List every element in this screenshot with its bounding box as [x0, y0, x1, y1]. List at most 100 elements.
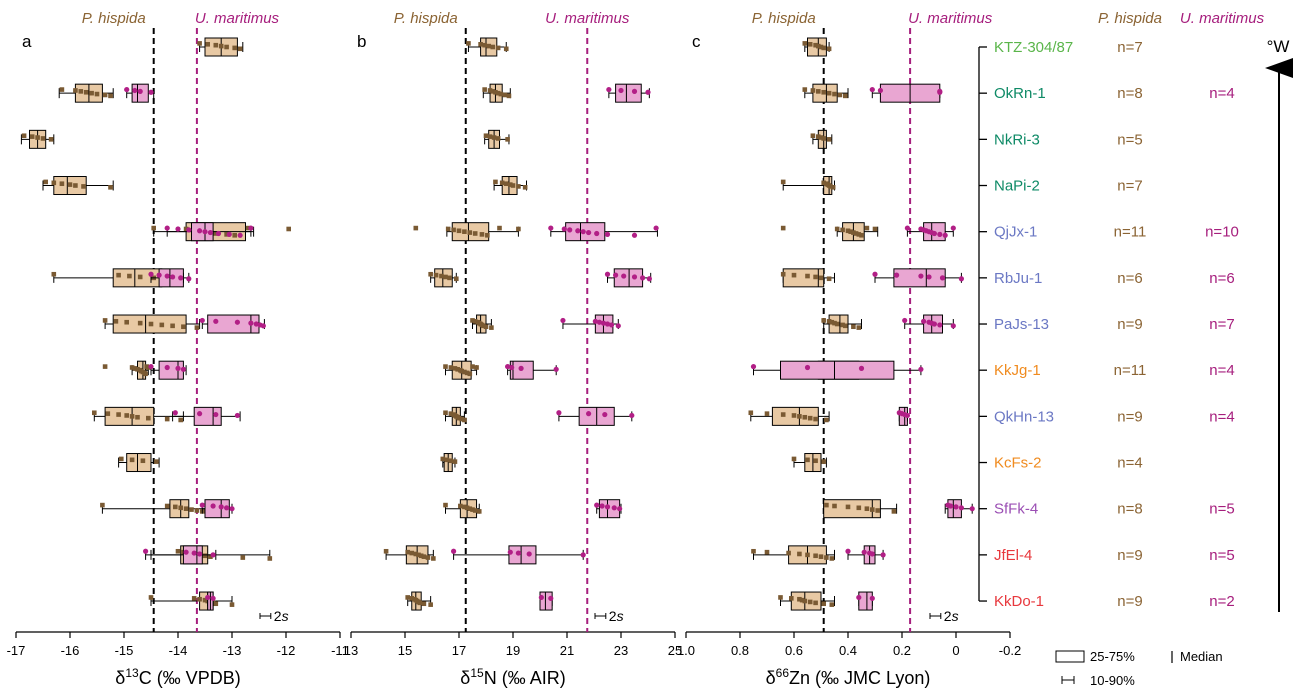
data-point — [213, 601, 219, 607]
n-count-p-hispida: n=9 — [1117, 408, 1142, 425]
site-label: KkJg-1 — [994, 362, 1041, 379]
data-point — [183, 226, 189, 232]
iqr-box — [823, 499, 881, 519]
site-label: KcFs-2 — [994, 455, 1042, 472]
p-hispida-box-KkJg-1 — [443, 360, 479, 380]
data-point — [148, 321, 154, 327]
data-point — [948, 503, 954, 509]
data-point — [417, 600, 423, 606]
data-point — [175, 226, 181, 232]
data-point — [596, 319, 603, 325]
data-point — [631, 274, 638, 280]
x-axis-label: δ13C (‰ VPDB) — [115, 666, 240, 688]
n-count-p-hispida: n=11 — [1114, 224, 1147, 241]
legend-median-label: Median — [1180, 649, 1223, 664]
data-point — [826, 90, 832, 96]
site-label: SfFk-4 — [994, 501, 1038, 518]
data-point — [805, 457, 810, 463]
data-point — [807, 415, 813, 421]
n-count-p-hispida: n=5 — [1117, 131, 1142, 148]
data-point — [503, 181, 509, 187]
p-hispida-box-SfFk-4 — [443, 499, 482, 519]
data-point — [202, 597, 208, 603]
data-point — [631, 232, 638, 238]
site-label: JfEl-4 — [994, 547, 1032, 564]
data-point — [129, 457, 135, 463]
data-point — [197, 228, 203, 234]
data-point — [926, 274, 932, 280]
data-point — [813, 274, 818, 280]
data-point — [78, 89, 84, 94]
data-point — [498, 91, 504, 97]
data-point — [821, 89, 826, 95]
data-point — [164, 503, 170, 509]
u-maritimus-box-PaJs-13 — [560, 314, 621, 334]
data-point — [421, 601, 427, 607]
data-point — [213, 231, 219, 236]
data-point — [804, 364, 811, 371]
data-point — [834, 321, 840, 327]
data-point — [260, 323, 266, 329]
p-hispida-box-PaJs-13 — [470, 314, 494, 334]
data-point — [443, 502, 448, 508]
header-p-hispida: P. hispida — [394, 10, 458, 27]
p-hispida-box-SfFk-4 — [823, 499, 898, 519]
data-point — [834, 226, 840, 232]
data-point — [606, 86, 612, 93]
data-point — [937, 89, 943, 95]
u-maritimus-box-PaJs-13 — [199, 314, 266, 334]
data-point — [824, 417, 829, 423]
data-point — [875, 508, 880, 513]
x-tick-label: 21 — [560, 643, 574, 658]
data-point — [218, 43, 224, 49]
data-point — [848, 229, 853, 234]
data-point — [467, 371, 473, 377]
panel-b: 13 15 17 19 21 23 25 δ15N (‰ AIR) b P. hispida U. … — [344, 10, 682, 688]
data-point — [845, 504, 851, 510]
data-point — [645, 89, 651, 95]
data-point — [807, 599, 813, 605]
p-hispida-box-NaPi-2 — [42, 176, 114, 196]
data-point — [197, 596, 202, 602]
data-point — [481, 323, 486, 329]
data-point — [224, 505, 230, 511]
n-count-u-maritimus: n=5 — [1209, 547, 1234, 564]
data-point — [405, 595, 410, 600]
data-point — [493, 89, 498, 95]
u-maritimus-box-PaJs-13 — [902, 314, 956, 334]
p-hispida-box-NaPi-2 — [493, 176, 528, 196]
data-point — [780, 271, 786, 277]
n-count-u-maritimus: n=6 — [1209, 270, 1234, 287]
data-point — [132, 366, 138, 371]
data-point — [505, 363, 511, 370]
data-point — [556, 410, 562, 416]
data-point — [237, 232, 243, 238]
x-axis-label: δ66Zn (‰ JMC Lyon) — [766, 666, 931, 688]
data-point — [797, 551, 802, 557]
data-point — [470, 318, 475, 323]
data-point — [137, 320, 143, 326]
iqr-box — [126, 453, 152, 473]
n-count-p-hispida: n=8 — [1117, 501, 1142, 518]
u-maritimus-box-QkHn-13 — [172, 406, 241, 426]
u-maritimus-box-KkJg-1 — [148, 360, 187, 380]
data-point — [491, 135, 497, 140]
data-point — [548, 595, 554, 601]
data-point — [789, 596, 794, 601]
data-point — [191, 596, 197, 601]
data-point — [826, 276, 832, 282]
p-hispida-box-RbJu-1 — [780, 268, 835, 288]
data-point — [248, 225, 254, 231]
site-label: OkRn-1 — [994, 85, 1046, 102]
p-hispida-box-QkHn-13 — [92, 406, 184, 426]
data-point — [780, 179, 786, 185]
p-hispida-box-OkRn-1 — [802, 83, 849, 103]
u-maritimus-box-SfFk-4 — [944, 499, 975, 519]
u-maritimus-box-KkDo-1 — [538, 591, 554, 611]
data-point — [199, 317, 205, 324]
data-point — [21, 133, 27, 139]
data-point — [67, 182, 73, 187]
data-point — [482, 87, 487, 92]
data-point — [454, 276, 459, 282]
data-point — [413, 225, 419, 231]
